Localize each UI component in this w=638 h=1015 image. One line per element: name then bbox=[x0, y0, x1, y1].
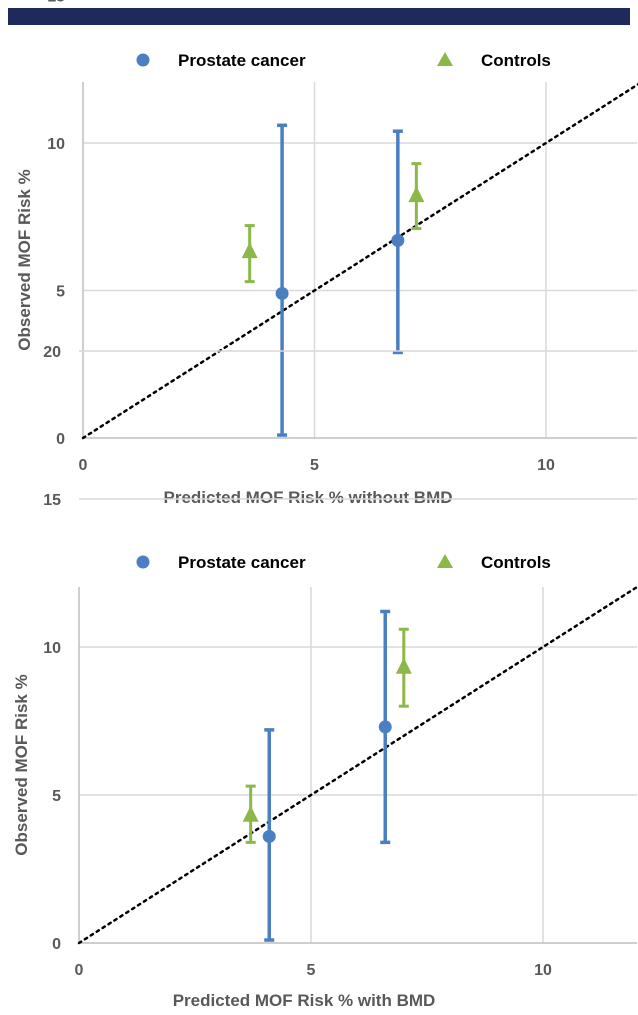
legend-label-prostate: Prostate cancer bbox=[178, 553, 306, 572]
y-tick-label: 5 bbox=[52, 788, 61, 805]
x-tick-label: 5 bbox=[310, 457, 319, 474]
x-tick-label: 5 bbox=[307, 962, 316, 979]
data-point-prostate bbox=[275, 286, 289, 300]
x-tick-label: 0 bbox=[75, 962, 84, 979]
reference-line bbox=[77, 584, 638, 945]
data-point-prostate bbox=[262, 829, 276, 843]
data-point-prostate bbox=[378, 720, 392, 734]
x-axis-title: Predicted MOF Risk % with BMD bbox=[173, 991, 436, 1010]
data-point-controls bbox=[395, 657, 412, 674]
legend-triangle-marker bbox=[437, 554, 453, 568]
x-tick-label: 0 bbox=[79, 457, 88, 474]
legend-label-controls: Controls bbox=[481, 553, 551, 572]
y-tick-label: 10 bbox=[47, 136, 65, 153]
y-tick-label: 0 bbox=[52, 936, 61, 953]
x-tick-label: 10 bbox=[534, 962, 552, 979]
x-tick-label: 10 bbox=[537, 457, 555, 474]
data-point-prostate bbox=[391, 233, 405, 247]
y-tick-label: 20 bbox=[43, 344, 61, 361]
y-axis-title: Observed MOF Risk % bbox=[15, 169, 34, 350]
y-tick-label: 10 bbox=[43, 640, 61, 657]
header-bar bbox=[8, 8, 630, 25]
y-tick-label: 0 bbox=[56, 431, 65, 448]
legend-triangle-marker bbox=[437, 52, 453, 66]
x-axis-title: Predicted MOF Risk % without BMD bbox=[163, 488, 452, 507]
legend-label-controls: Controls bbox=[481, 51, 551, 70]
y-tick-label: 5 bbox=[56, 284, 65, 301]
chart-2: 0510152005101520Predicted MOF Risk % wit… bbox=[12, 344, 638, 1010]
legend-circle-marker bbox=[136, 53, 150, 67]
data-point-controls bbox=[241, 242, 258, 259]
data-point-controls bbox=[408, 186, 425, 203]
y-axis-title: Observed MOF Risk % bbox=[12, 674, 31, 855]
legend-circle-marker bbox=[136, 555, 150, 569]
legend-label-prostate: Prostate cancer bbox=[178, 51, 306, 70]
y-tick-label: 15 bbox=[47, 0, 65, 6]
chart-1: 0510152005101520Predicted MOF Risk % wit… bbox=[15, 0, 638, 507]
reference-line bbox=[81, 82, 638, 440]
y-tick-label: 15 bbox=[43, 492, 61, 509]
data-point-controls bbox=[242, 805, 259, 822]
